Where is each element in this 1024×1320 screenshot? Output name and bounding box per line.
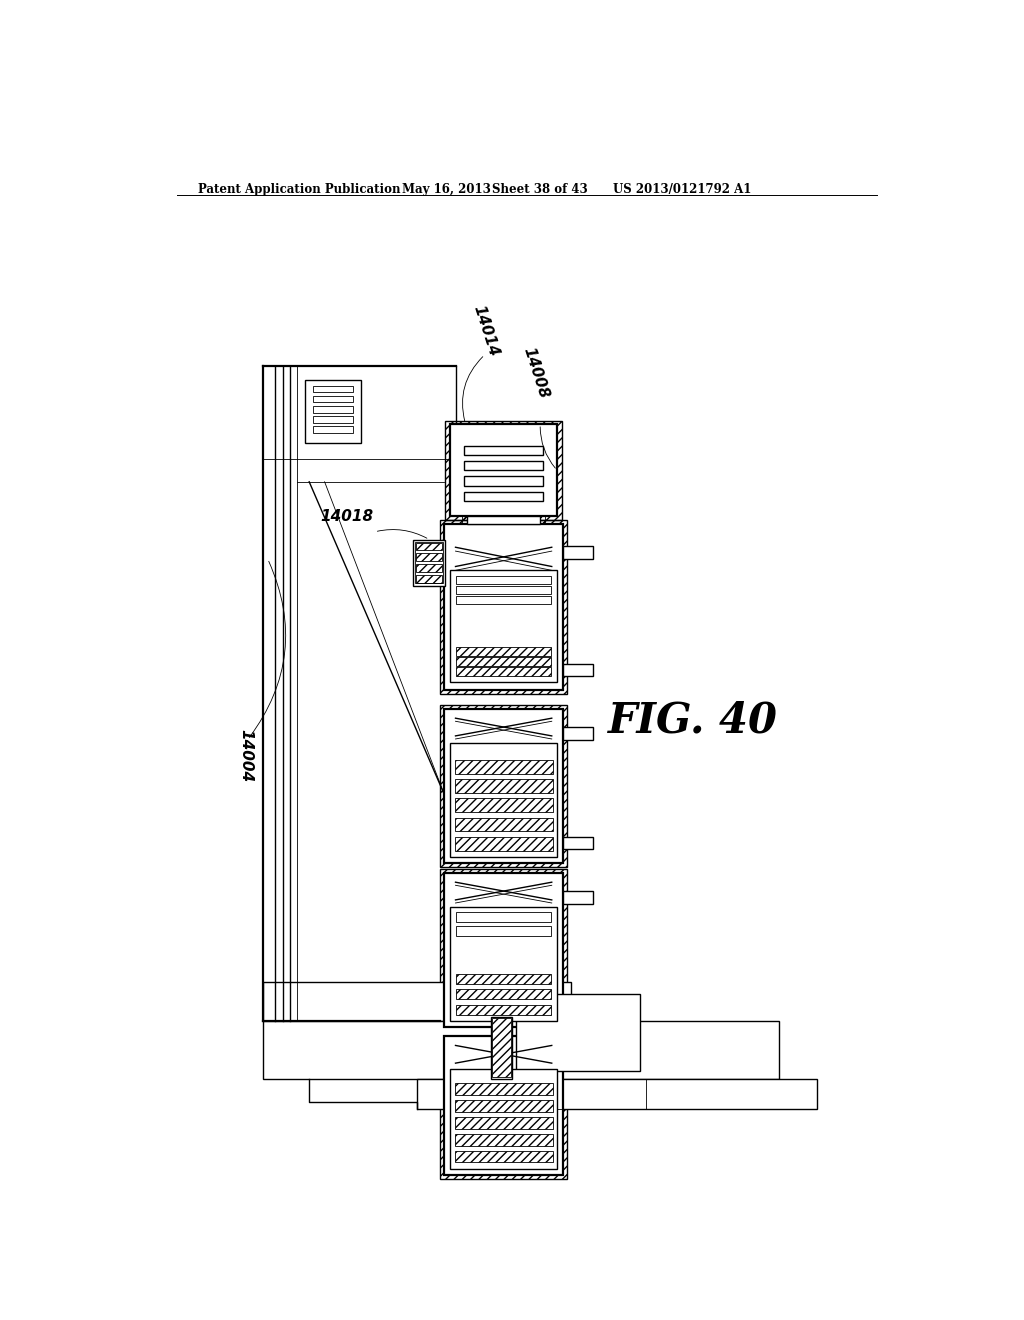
Bar [313,416,353,422]
Bar [263,1020,779,1078]
Bar [563,837,593,849]
Bar [451,570,557,682]
Bar [440,1032,567,1179]
Bar [313,387,353,392]
Bar [440,705,567,867]
Bar [463,516,545,524]
Bar [305,380,360,444]
Bar [455,817,553,832]
Bar [416,576,442,582]
Bar [464,461,544,470]
Bar [451,743,557,857]
Bar [457,927,551,936]
Text: Patent Application Publication: Patent Application Publication [199,183,400,197]
Text: FIG. 40: FIG. 40 [608,700,778,742]
Bar [457,595,551,605]
Bar [416,543,442,550]
Bar [457,647,551,656]
Bar [455,1151,553,1163]
Bar [455,1084,553,1094]
Bar [455,1117,553,1129]
Text: US 2013/0121792 A1: US 2013/0121792 A1 [613,183,752,197]
Bar [457,1005,551,1015]
Bar [455,779,553,793]
Bar [444,524,563,689]
Bar [417,1078,817,1109]
Bar [455,760,553,774]
Bar [455,1100,553,1111]
Bar [263,982,571,1020]
Bar [490,1016,512,1078]
Bar [445,421,562,520]
Bar [413,540,445,586]
Bar [563,546,593,558]
Text: May 16, 2013: May 16, 2013 [401,183,490,197]
Bar [440,869,567,1031]
Bar [464,477,544,486]
Bar [457,989,551,999]
Text: 14014: 14014 [471,304,502,359]
Bar [464,446,544,455]
Bar [457,668,551,676]
Bar [313,426,353,433]
Bar [440,520,567,693]
Bar [563,664,593,676]
Bar [493,1019,511,1077]
Bar [451,1069,557,1168]
Bar [444,873,563,1027]
Bar [313,407,353,412]
Bar [516,994,640,1071]
Bar [455,799,553,812]
Text: 14018: 14018 [321,510,374,524]
Text: 14008: 14008 [521,346,552,401]
Bar [467,516,541,524]
Bar [457,912,551,923]
Text: Sheet 38 of 43: Sheet 38 of 43 [493,183,588,197]
Bar [563,727,593,739]
Bar [313,396,353,403]
Bar [444,1036,563,1175]
Bar [451,907,557,1020]
Bar [451,424,557,516]
Bar [457,586,551,594]
Bar [563,891,593,904]
Bar [464,492,544,502]
Bar [455,837,553,850]
Bar [455,1134,553,1146]
Bar [416,553,442,561]
Text: 14004: 14004 [239,729,253,781]
Bar [416,564,442,572]
Bar [444,709,563,863]
Bar [457,576,551,585]
Bar [416,541,443,583]
Bar [457,974,551,983]
Bar [457,657,551,665]
